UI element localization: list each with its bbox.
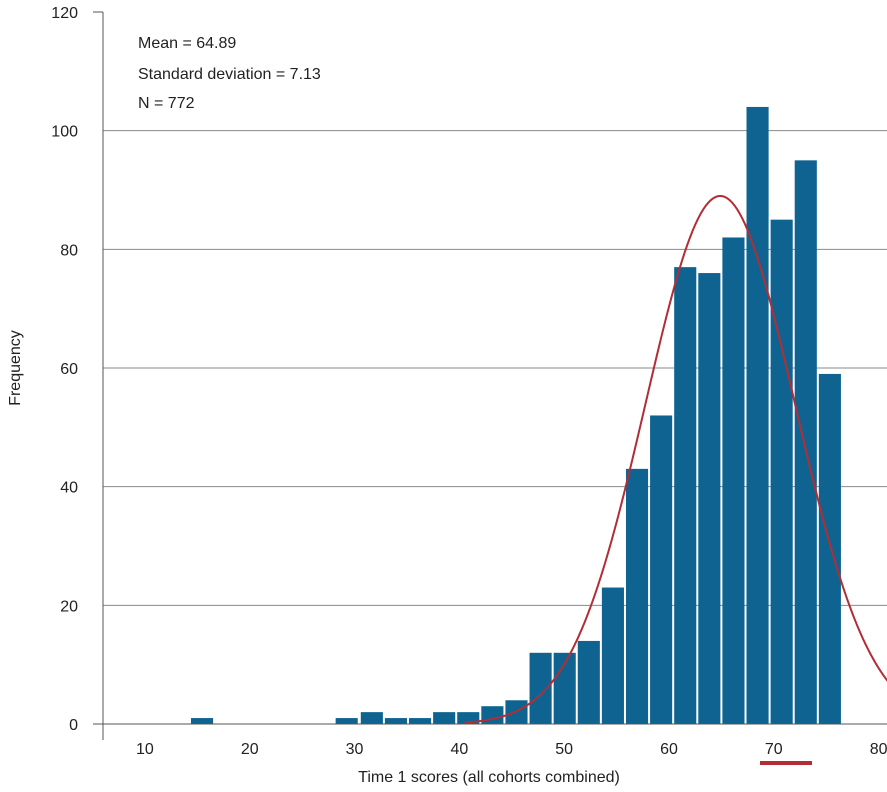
x-tick-labels: 10 20 30 40 50 60 70 80 [136, 741, 887, 758]
y-tick-label-20: 20 [60, 598, 78, 615]
normal-curve [464, 194, 887, 724]
y-tick-label-0: 0 [69, 717, 78, 734]
grid-lines [103, 130, 887, 606]
bar-15 [674, 267, 697, 724]
bar-19 [770, 219, 793, 724]
bar-21 [818, 373, 841, 724]
bar-14 [650, 415, 673, 724]
x-tick-label-30: 30 [346, 741, 364, 758]
bar-1 [335, 718, 358, 724]
y-tick-label-100: 100 [51, 124, 78, 141]
stat-n: N = 772 [138, 95, 195, 112]
bar-16 [698, 273, 721, 724]
x-tick-label-60: 60 [660, 741, 678, 758]
x-axis-title: Time 1 scores (all cohorts combined) [358, 769, 620, 786]
stat-sd: Standard deviation = 7.13 [138, 66, 321, 83]
bar-5 [433, 712, 456, 724]
y-tick-label-40: 40 [60, 480, 78, 497]
bar-2 [360, 712, 383, 724]
bar-3 [384, 718, 408, 724]
bar-6 [457, 712, 480, 724]
x-tick-label-70: 70 [765, 741, 783, 758]
y-axis-title: Frequency [7, 330, 24, 406]
x-tick-label-10: 10 [136, 741, 154, 758]
bar-20 [794, 160, 817, 725]
bar-17 [722, 237, 745, 724]
axes [93, 11, 887, 740]
normal-curve-path [464, 194, 887, 724]
y-tick-label-80: 80 [60, 242, 78, 259]
stats-box: Mean = 64.89 Standard deviation = 7.13 N… [138, 35, 321, 112]
bar-9 [529, 652, 552, 724]
histogram-bars [190, 106, 841, 725]
y-tick-label-120: 120 [51, 5, 78, 22]
bar-18 [746, 106, 769, 724]
bar-13 [625, 468, 649, 724]
bar-12 [601, 587, 624, 724]
stat-mean: Mean = 64.89 [138, 35, 236, 52]
bar-11 [577, 640, 600, 724]
bar-4 [409, 718, 432, 724]
x-tick-label-50: 50 [555, 741, 573, 758]
x-tick-label-40: 40 [450, 741, 468, 758]
y-tick-label-60: 60 [60, 361, 78, 378]
x-tick-label-20: 20 [241, 741, 259, 758]
x-tick-label-80: 80 [870, 741, 887, 758]
bar-0 [190, 718, 214, 724]
y-tick-labels: 0 20 40 60 80 100 120 [51, 5, 78, 734]
